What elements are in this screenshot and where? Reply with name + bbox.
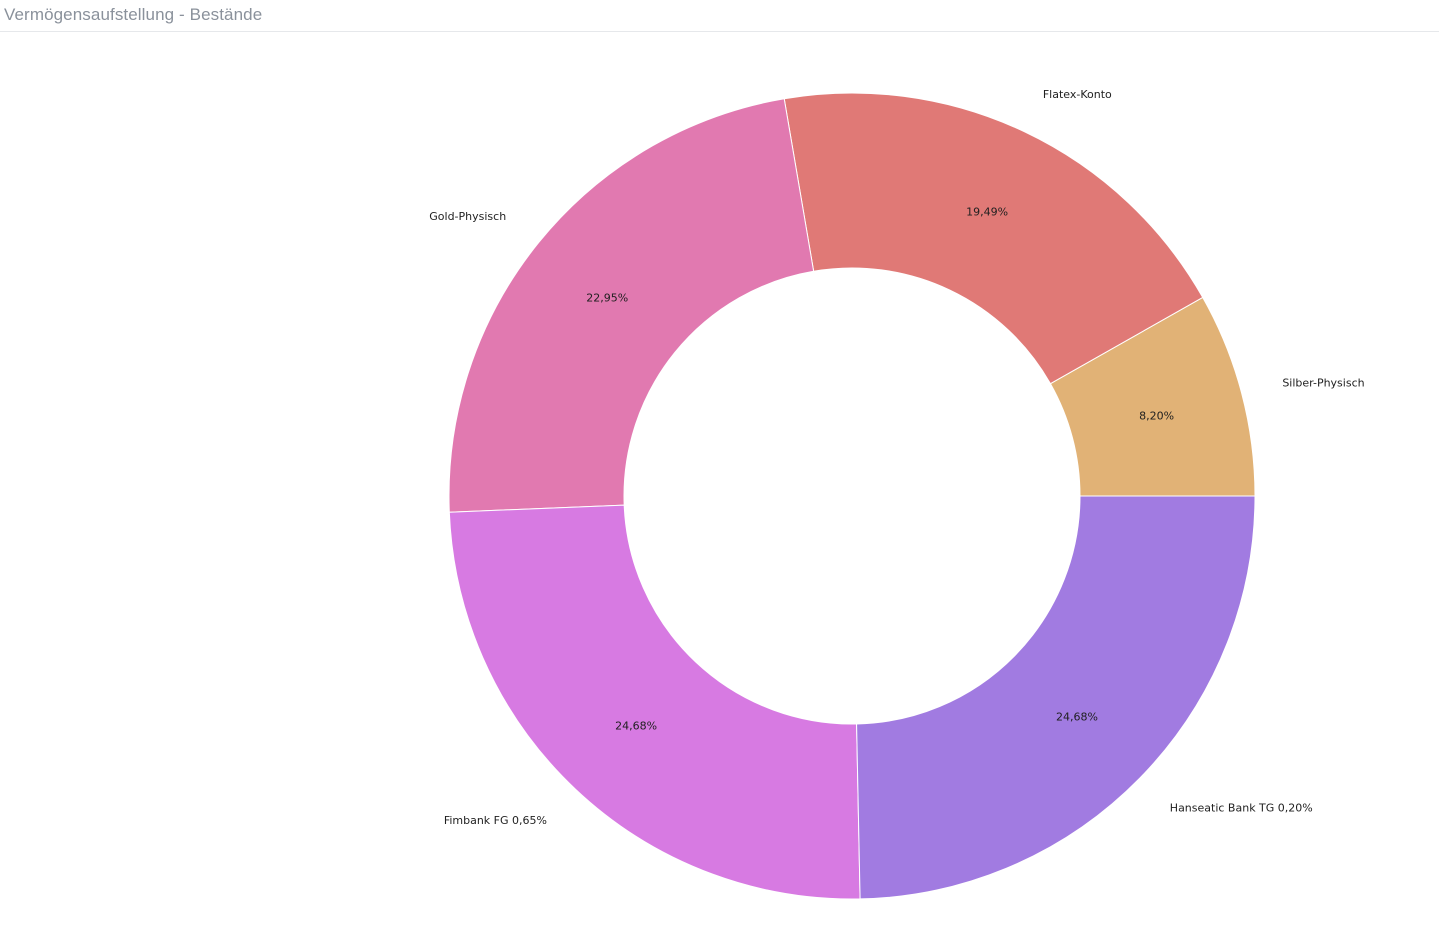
slice-percent-label-flatex-konto: 19,49% xyxy=(966,205,1008,218)
slice-percent-label-hanseatic-bank-tg: 24,68% xyxy=(1056,710,1098,723)
slice-flatex-konto[interactable] xyxy=(783,92,1204,385)
page-title: Vermögensaufstellung - Bestände xyxy=(4,5,263,24)
slice-name-label-hanseatic-bank-tg: Hanseatic Bank TG 0,20% xyxy=(1170,801,1313,814)
slice-fimbank-fg[interactable] xyxy=(448,504,861,900)
donut-chart-container: 8,20% Silber-Physisch 19,49% Flatex-Konto 22… xyxy=(0,33,1439,952)
slice-name-label-silber-physisch: Silber-Physisch xyxy=(1282,377,1364,390)
slice-percent-label-fimbank-fg: 24,68% xyxy=(615,719,657,732)
slice-percent-label-gold-physisch: 22,95% xyxy=(586,292,628,305)
slice-gold-physisch[interactable] xyxy=(448,98,815,513)
donut-chart: 8,20% Silber-Physisch 19,49% Flatex-Konto 22… xyxy=(429,88,1365,900)
slice-percent-label-silber-physisch: 8,20% xyxy=(1139,410,1174,423)
slice-hanseatic-bank-tg[interactable] xyxy=(856,495,1256,900)
slice-name-label-gold-physisch: Gold-Physisch xyxy=(429,210,506,223)
slice-name-label-flatex-konto: Flatex-Konto xyxy=(1043,88,1112,101)
slice-name-label-fimbank-fg: Fimbank FG 0,65% xyxy=(444,814,547,827)
header: Vermögensaufstellung - Bestände xyxy=(0,0,1439,32)
